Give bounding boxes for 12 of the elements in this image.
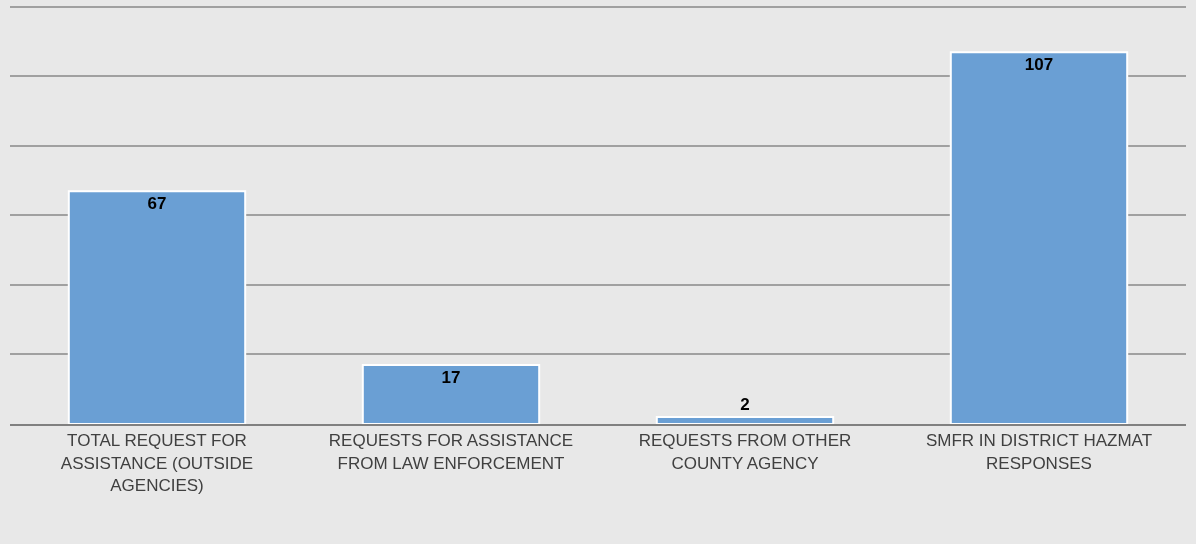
data-label: 17 [441, 367, 461, 387]
bar [949, 51, 1129, 424]
x-tick-label: REQUESTS FROM OTHER COUNTY AGENCY [638, 431, 852, 473]
x-tick-label: REQUESTS FOR ASSISTANCE FROM LAW ENFORCEMENT [328, 431, 574, 473]
bar [655, 416, 835, 424]
data-label: 2 [740, 395, 750, 415]
bar [361, 363, 541, 424]
bar [67, 190, 247, 424]
x-tick-label: TOTAL REQUEST FOR ASSISTANCE (OUTSIDE AGENCIES) [60, 431, 254, 495]
data-label: 107 [1024, 55, 1054, 75]
x-tick-label: SMFR IN DISTRICT HAZMAT RESPONSES [925, 431, 1153, 473]
data-label: 67 [147, 194, 167, 214]
